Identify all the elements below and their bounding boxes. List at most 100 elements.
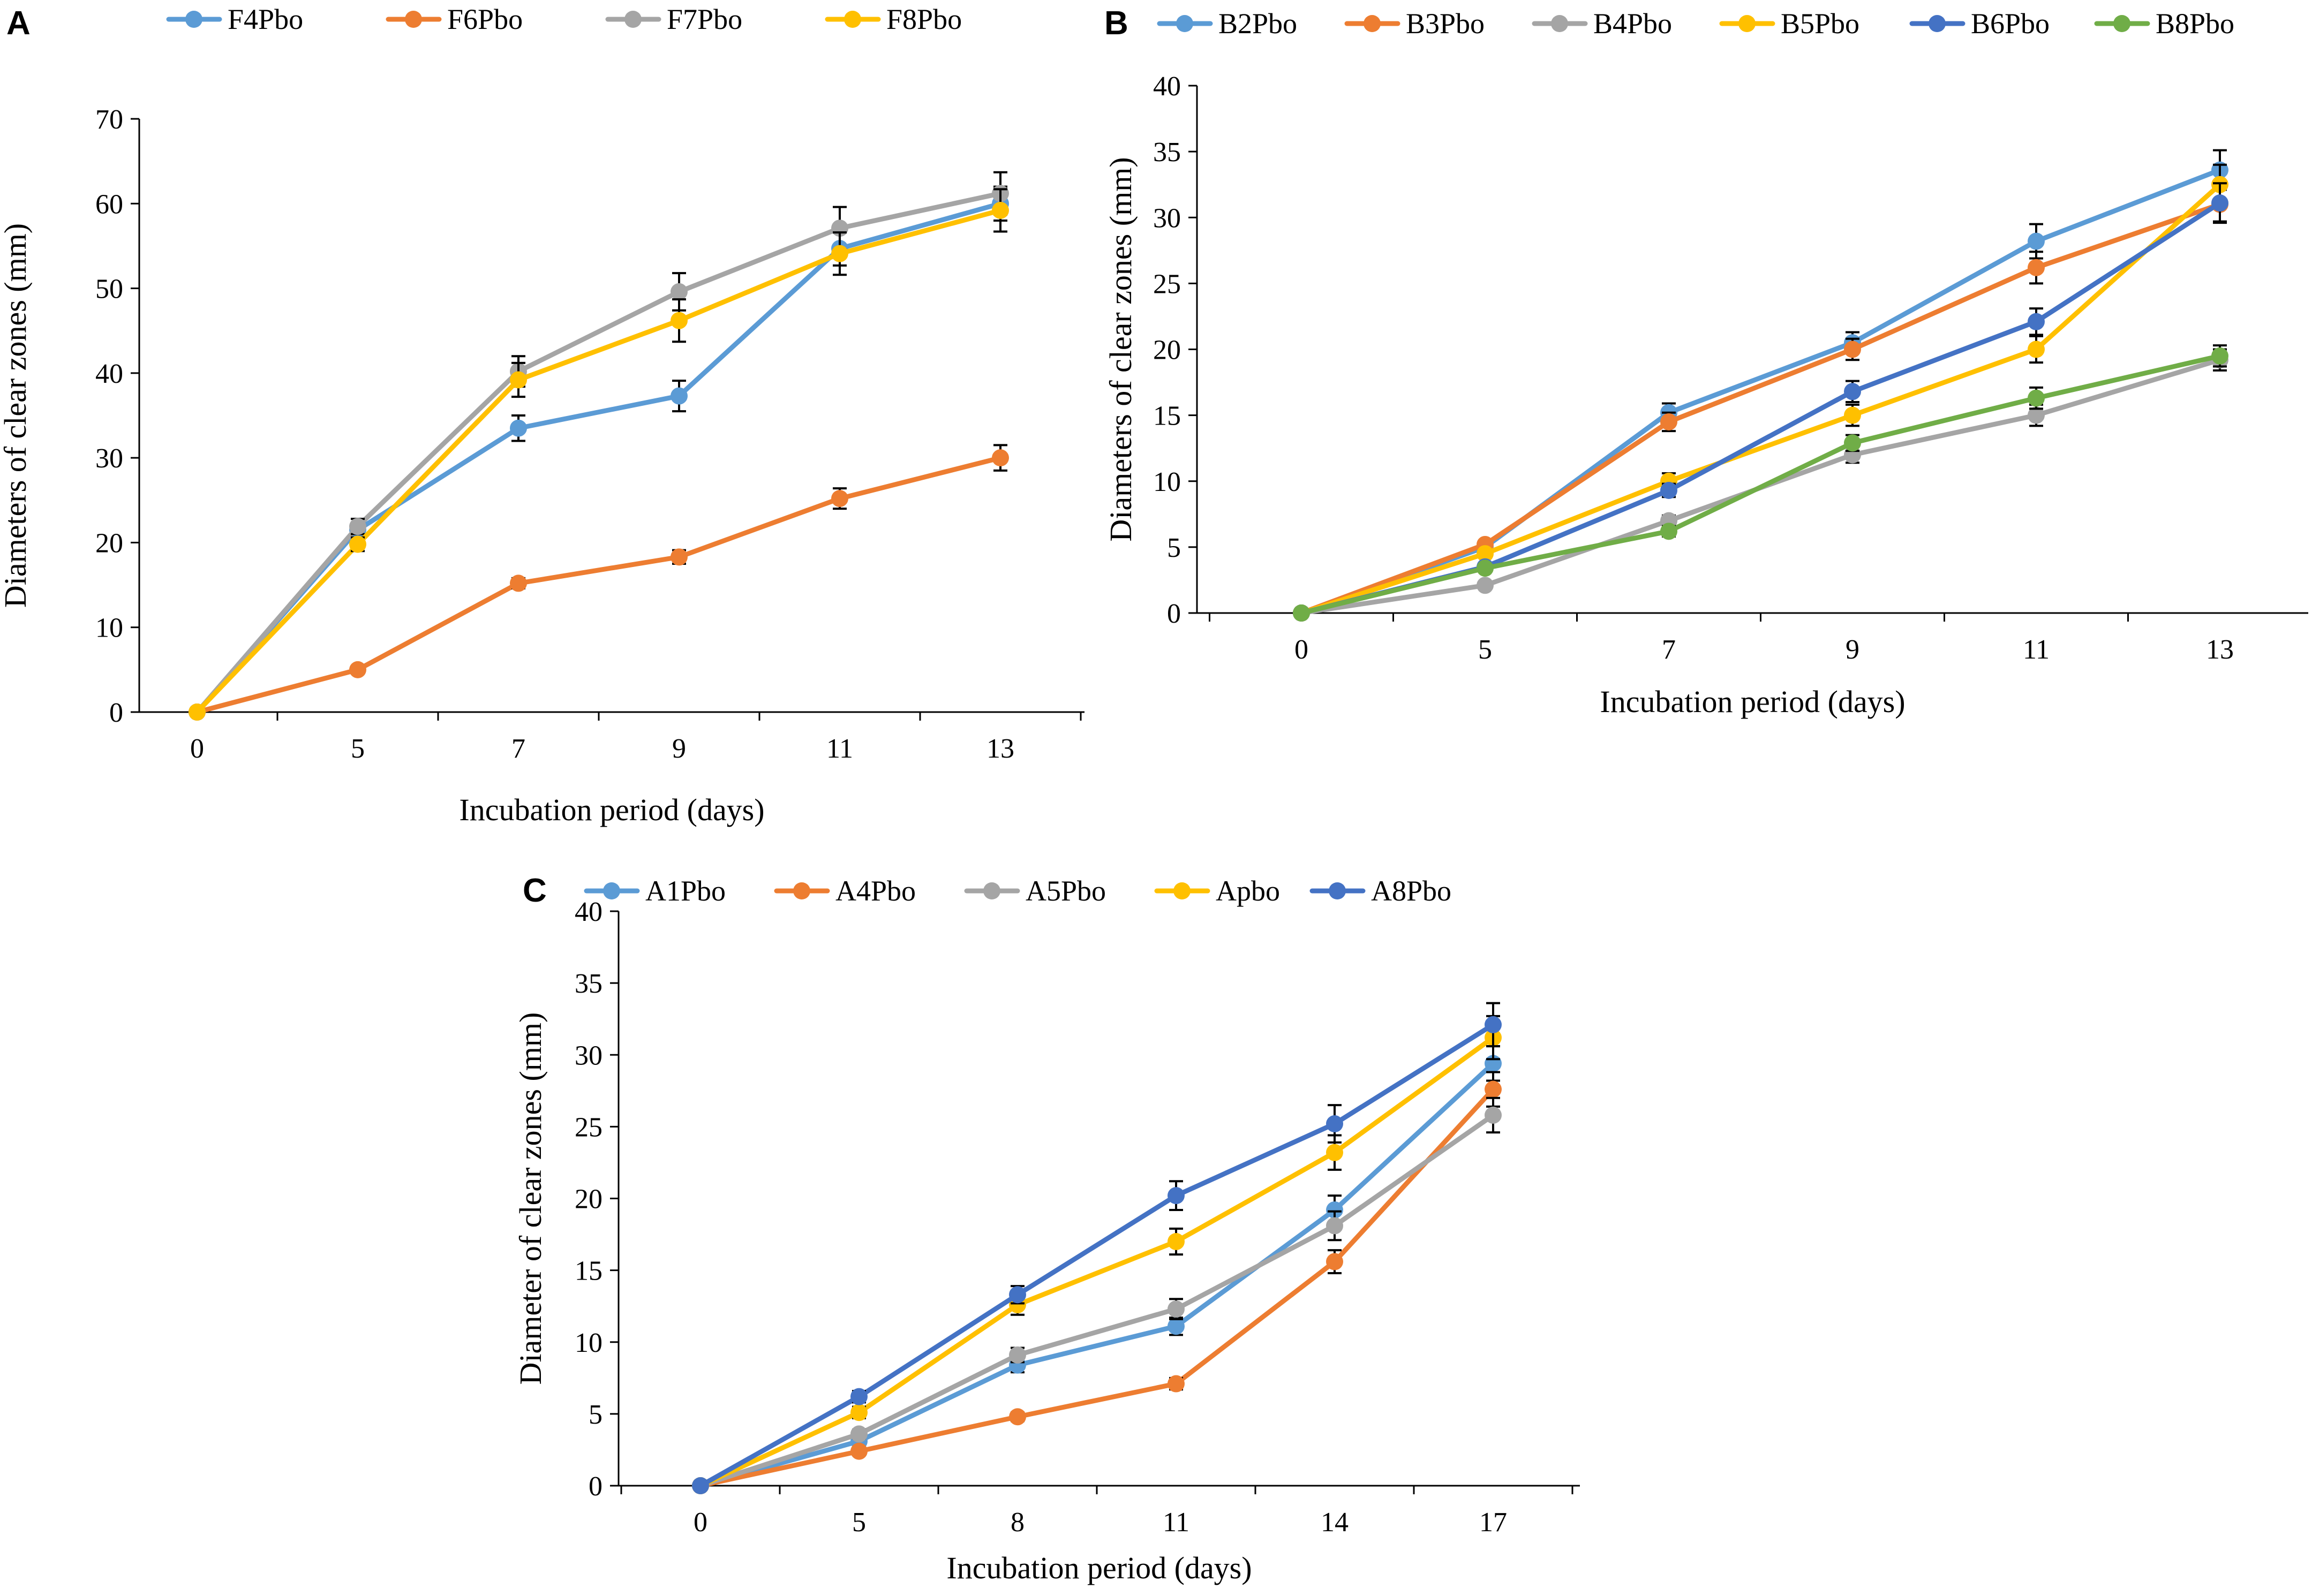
data-point[interactable] xyxy=(2028,232,2045,250)
data-point[interactable] xyxy=(510,371,527,389)
x-tick-label: 13 xyxy=(2206,634,2234,665)
data-point[interactable] xyxy=(1477,545,1494,563)
legend-item-b2pbo[interactable]: B2Pbo xyxy=(1157,7,1297,40)
data-point[interactable] xyxy=(2028,389,2045,407)
legend-item-f8pbo[interactable]: F8Pbo xyxy=(825,3,962,35)
data-point[interactable] xyxy=(510,574,527,592)
data-point[interactable] xyxy=(1326,1201,1343,1219)
data-point[interactable] xyxy=(1168,1232,1185,1250)
data-point[interactable] xyxy=(1485,1080,1502,1098)
data-point[interactable] xyxy=(1326,1144,1343,1161)
y-tick-label: 15 xyxy=(575,1256,603,1287)
data-point[interactable] xyxy=(671,548,688,566)
legend-marker xyxy=(624,11,642,28)
legend-label: A1Pbo xyxy=(645,875,726,907)
data-point[interactable] xyxy=(671,283,688,300)
legend-marker xyxy=(1176,15,1193,32)
series-line xyxy=(194,191,1003,715)
data-point[interactable] xyxy=(2028,341,2045,358)
chart-panel-a: A 0 10 20 30 40 50 60 70 0 5 7 9 11 13 Incubation perio… xyxy=(0,3,1085,827)
data-point[interactable] xyxy=(831,490,848,508)
legend-item-a5pbo[interactable]: A5Pbo xyxy=(964,875,1106,907)
data-point[interactable] xyxy=(2028,259,2045,276)
data-point[interactable] xyxy=(1168,1375,1185,1393)
data-point[interactable] xyxy=(2028,313,2045,330)
data-point[interactable] xyxy=(349,518,366,535)
legend-item-b3pbo[interactable]: B3Pbo xyxy=(1344,7,1485,40)
series-line xyxy=(698,1087,1496,1488)
y-tick-label: 20 xyxy=(95,528,123,558)
legend-item-a8pbo[interactable]: A8Pbo xyxy=(1309,875,1451,907)
series-f6pbo xyxy=(189,444,1009,721)
data-point[interactable] xyxy=(1660,523,1677,540)
data-point[interactable] xyxy=(510,419,527,437)
data-point[interactable] xyxy=(2211,194,2228,212)
x-tick-label: 5 xyxy=(1478,634,1492,665)
data-point[interactable] xyxy=(1168,1187,1185,1205)
data-point[interactable] xyxy=(850,1442,868,1460)
series-line xyxy=(194,208,1003,715)
data-point[interactable] xyxy=(2211,347,2228,365)
data-point[interactable] xyxy=(189,704,206,721)
data-point[interactable] xyxy=(1168,1318,1185,1335)
data-point[interactable] xyxy=(831,245,848,262)
data-point[interactable] xyxy=(1009,1286,1026,1304)
data-point[interactable] xyxy=(1660,413,1677,430)
x-tick-label: 11 xyxy=(2023,634,2050,665)
y-tick-label: 20 xyxy=(1153,335,1181,366)
data-point[interactable] xyxy=(1477,577,1494,594)
data-point[interactable] xyxy=(1326,1217,1343,1235)
legend-label: B5Pbo xyxy=(1781,7,1859,40)
legend-item-b5pbo[interactable]: B5Pbo xyxy=(1719,7,1859,40)
legend-item-b6pbo[interactable]: B6Pbo xyxy=(1909,7,2050,40)
series-f7pbo xyxy=(189,171,1009,721)
data-point[interactable] xyxy=(2028,406,2045,424)
legend-item-b4pbo[interactable]: B4Pbo xyxy=(1532,7,1672,40)
data-point[interactable] xyxy=(1844,341,1861,358)
data-point[interactable] xyxy=(1326,1115,1343,1133)
legend-marker xyxy=(983,882,1000,899)
legend-label: F8Pbo xyxy=(886,3,962,35)
data-point[interactable] xyxy=(349,535,366,553)
data-point[interactable] xyxy=(671,312,688,329)
data-point[interactable] xyxy=(850,1425,868,1443)
legend-label: A8Pbo xyxy=(1371,875,1451,907)
legend-item-apbo[interactable]: Apbo xyxy=(1154,875,1280,907)
y-tick-label: 40 xyxy=(575,897,603,927)
data-point[interactable] xyxy=(850,1404,868,1421)
data-point[interactable] xyxy=(692,1477,709,1494)
data-point[interactable] xyxy=(349,661,366,678)
data-point[interactable] xyxy=(1293,604,1310,622)
data-point[interactable] xyxy=(1485,1106,1502,1124)
series-f4pbo xyxy=(189,185,1009,721)
series-line xyxy=(698,1061,1496,1488)
series-a8pbo xyxy=(692,1002,1502,1494)
series-line xyxy=(1299,168,2223,616)
legend-item-a1pbo[interactable]: A1Pbo xyxy=(584,875,726,907)
data-point[interactable] xyxy=(992,449,1009,467)
data-point[interactable] xyxy=(1844,434,1861,452)
data-point[interactable] xyxy=(1844,383,1861,400)
data-point[interactable] xyxy=(1168,1300,1185,1318)
data-point[interactable] xyxy=(1485,1016,1502,1033)
legend-item-b8pbo[interactable]: B8Pbo xyxy=(2094,7,2234,40)
y-tick-label: 10 xyxy=(575,1328,603,1358)
legend-item-f6pbo[interactable]: F6Pbo xyxy=(386,3,523,35)
series-line xyxy=(698,1113,1496,1488)
data-point[interactable] xyxy=(1477,559,1494,577)
data-point[interactable] xyxy=(992,201,1009,219)
data-point[interactable] xyxy=(1326,1253,1343,1270)
legend-label: B8Pbo xyxy=(2156,7,2234,40)
data-point[interactable] xyxy=(850,1388,868,1405)
data-point[interactable] xyxy=(1009,1346,1026,1364)
data-point[interactable] xyxy=(1844,406,1861,424)
x-axis-title: Incubation period (days) xyxy=(1600,684,1905,719)
data-point[interactable] xyxy=(1009,1408,1026,1426)
legend-marker xyxy=(1929,15,1946,32)
legend-item-f4pbo[interactable]: F4Pbo xyxy=(166,3,303,35)
data-point[interactable] xyxy=(1660,481,1677,499)
legend-item-f7pbo[interactable]: F7Pbo xyxy=(605,3,742,35)
legend-item-a4pbo[interactable]: A4Pbo xyxy=(774,875,916,907)
series-a1pbo xyxy=(692,1045,1502,1494)
data-point[interactable] xyxy=(671,387,688,405)
